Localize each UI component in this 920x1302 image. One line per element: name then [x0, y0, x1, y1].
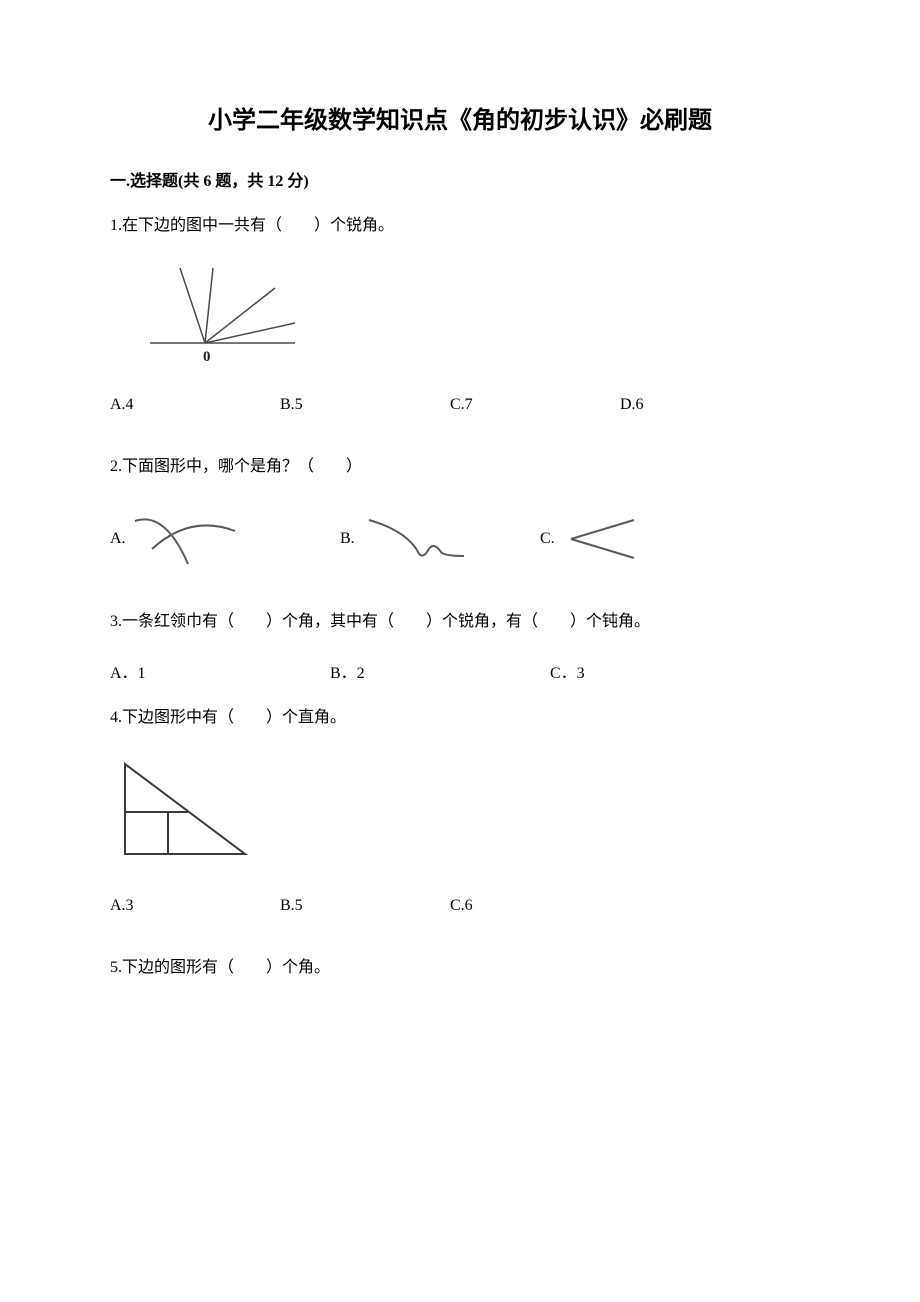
q1-option-d: D.6 — [620, 396, 790, 414]
section-header: 一.选择题(共 6 题，共 12 分) — [110, 167, 810, 191]
q2-option-a-label: A. — [110, 530, 126, 548]
question-3-options: A．1 B．2 C．3 — [110, 659, 810, 683]
q1-option-c: C.7 — [450, 396, 620, 414]
q4-option-a: A.3 — [110, 897, 280, 915]
q2-option-b-label: B. — [340, 530, 355, 548]
q3-option-a: A．1 — [110, 659, 330, 683]
q4-option-c: C.6 — [450, 897, 620, 915]
question-4-figure — [110, 754, 810, 869]
q2-figure-b — [359, 512, 469, 567]
q1-option-a: A.4 — [110, 396, 280, 414]
question-1-figure: 0 — [110, 263, 810, 368]
question-3-text: 3.一条红领巾有（ ）个角，其中有（ ）个锐角，有（ ）个钝角。 — [110, 609, 810, 635]
q2-option-c-label: C. — [540, 530, 555, 548]
page-title: 小学二年级数学知识点《角的初步认识》必刷题 — [110, 100, 810, 135]
question-1-text: 1.在下边的图中一共有（ ）个锐角。 — [110, 213, 810, 239]
question-2-text: 2.下面图形中，哪个是角？（ ） — [110, 454, 810, 480]
q3-option-b: B．2 — [330, 659, 550, 683]
figure-origin-label: 0 — [203, 349, 211, 365]
q4-option-b: B.5 — [280, 897, 450, 915]
q2-figure-a — [130, 509, 240, 569]
q3-option-c: C．3 — [550, 659, 770, 683]
question-5-text: 5.下边的图形有（ ）个角。 — [110, 955, 810, 981]
question-1-options: A.4 B.5 C.7 D.6 — [110, 396, 810, 414]
q1-option-b: B.5 — [280, 396, 450, 414]
q2-figure-c — [559, 514, 644, 564]
question-4-text: 4.下边图形中有（ ）个直角。 — [110, 705, 810, 731]
question-4-options: A.3 B.5 C.6 — [110, 897, 810, 915]
question-2-options: A. B. C. — [110, 509, 810, 569]
